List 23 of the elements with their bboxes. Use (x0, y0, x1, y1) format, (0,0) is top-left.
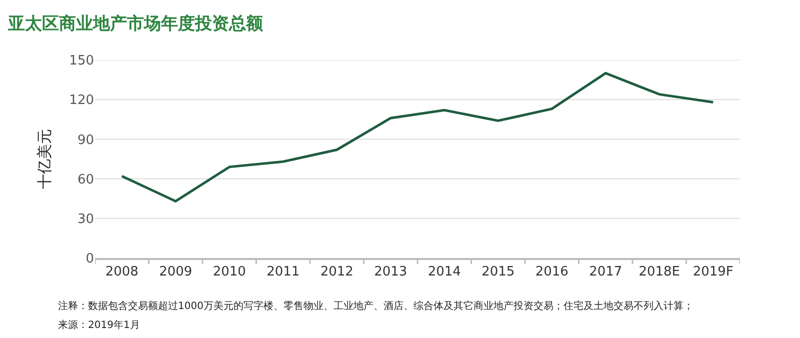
x-tick-label: 2010 (212, 264, 246, 280)
source-note: 来源：2019年1月 (58, 319, 140, 331)
y-tick-label: 120 (69, 93, 94, 108)
y-tick-label: 0 (86, 252, 94, 267)
y-tick-label: 150 (69, 54, 94, 69)
x-tick-label: 2012 (320, 264, 354, 280)
y-axis-title: 十亿美元 (35, 129, 54, 189)
x-tick-label: 2015 (482, 264, 515, 280)
x-tick-label: 2017 (589, 264, 622, 280)
x-tick-label: 2016 (535, 264, 568, 280)
x-tick-label: 2018E (638, 264, 680, 280)
x-tick-label: 2014 (428, 264, 461, 280)
y-tick-label: 90 (77, 132, 94, 148)
x-tick-label: 2013 (374, 264, 408, 280)
y-tick-label: 60 (77, 172, 94, 188)
line-series (120, 72, 714, 202)
x-tick-label: 2008 (105, 264, 138, 280)
x-tick-label: 2011 (266, 264, 300, 280)
text: 注释：数据包含交易额超过1000万美元的写字楼、零售物业、工业地产、酒店、综合体及其它商业地产投资交易；住宅及土地交易不列入计算； (58, 300, 694, 312)
x-tick-label: 2009 (159, 264, 192, 280)
chart-title: 亚太区商业地产市场年度投资总额 (7, 14, 264, 34)
y-tick-label: 30 (77, 212, 94, 227)
x-tick-label: 2019F (692, 264, 734, 280)
